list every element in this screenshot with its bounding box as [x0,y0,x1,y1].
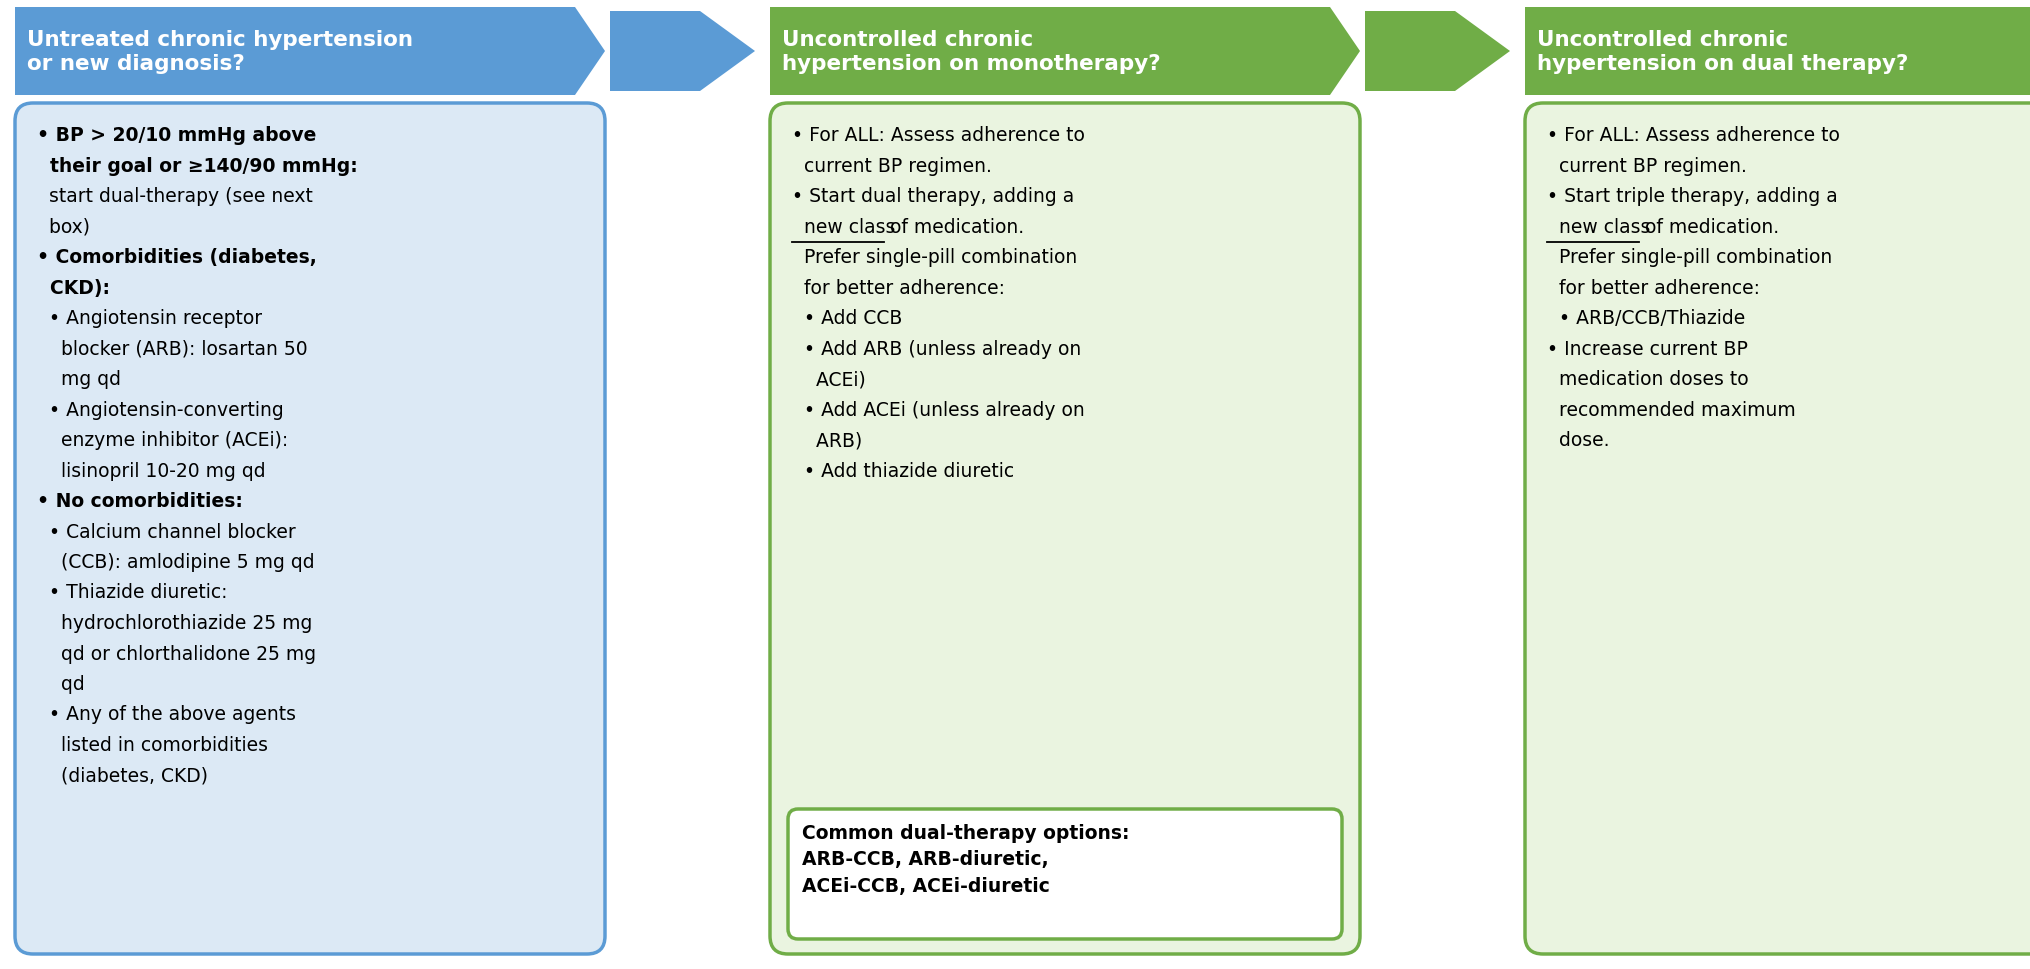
Text: • Add CCB: • Add CCB [792,309,901,328]
Text: • For ALL: Assess adherence to: • For ALL: Assess adherence to [792,126,1084,144]
Text: for better adherence:: for better adherence: [792,278,1005,297]
Polygon shape [609,12,755,92]
Text: • Angiotensin receptor: • Angiotensin receptor [37,309,262,328]
Text: Prefer single-pill combination: Prefer single-pill combination [1547,248,1831,266]
Text: CKD):: CKD): [37,278,110,297]
Text: listed in comorbidities: listed in comorbidities [37,735,268,754]
Polygon shape [769,8,1360,96]
Text: Untreated chronic hypertension
or new diagnosis?: Untreated chronic hypertension or new di… [26,30,412,74]
Text: current BP regimen.: current BP regimen. [1547,156,1746,175]
Text: • Thiazide diuretic:: • Thiazide diuretic: [37,583,227,602]
Text: • Any of the above agents: • Any of the above agents [37,704,296,724]
FancyBboxPatch shape [1525,104,2030,954]
Text: start dual-therapy (see next: start dual-therapy (see next [37,187,313,205]
Text: ARB): ARB) [792,430,863,450]
Text: • Start triple therapy, adding a: • Start triple therapy, adding a [1547,187,1837,205]
Text: new class: new class [792,217,895,236]
Text: box): box) [37,217,89,236]
Text: • Comorbidities (diabetes,: • Comorbidities (diabetes, [37,248,317,266]
Text: • Start dual therapy, adding a: • Start dual therapy, adding a [792,187,1074,205]
Text: Uncontrolled chronic
hypertension on monotherapy?: Uncontrolled chronic hypertension on mon… [782,30,1159,74]
Text: mg qd: mg qd [37,369,122,389]
Text: recommended maximum: recommended maximum [1547,400,1795,419]
Text: qd or chlorthalidone 25 mg: qd or chlorthalidone 25 mg [37,643,317,663]
Text: medication doses to: medication doses to [1547,369,1748,389]
Text: dose.: dose. [1547,430,1608,450]
Text: hydrochlorothiazide 25 mg: hydrochlorothiazide 25 mg [37,613,313,633]
Text: • ARB/CCB/Thiazide: • ARB/CCB/Thiazide [1547,309,1744,328]
Text: new class: new class [1547,217,1650,236]
Text: their goal or ≥140/90 mmHg:: their goal or ≥140/90 mmHg: [37,156,357,175]
Text: • For ALL: Assess adherence to: • For ALL: Assess adherence to [1547,126,1839,144]
Text: • Add thiazide diuretic: • Add thiazide diuretic [792,461,1013,480]
Text: • Calcium channel blocker: • Calcium channel blocker [37,522,296,541]
Text: of medication.: of medication. [883,217,1023,236]
Polygon shape [1364,12,1508,92]
Text: for better adherence:: for better adherence: [1547,278,1760,297]
Text: blocker (ARB): losartan 50: blocker (ARB): losartan 50 [37,339,307,359]
Text: • Increase current BP: • Increase current BP [1547,339,1748,359]
Text: ACEi): ACEi) [792,369,865,389]
Text: • BP > 20/10 mmHg above: • BP > 20/10 mmHg above [37,126,317,144]
Text: Common dual-therapy options:
ARB-CCB, ARB-diuretic,
ACEi-CCB, ACEi-diuretic: Common dual-therapy options: ARB-CCB, AR… [802,823,1129,895]
Text: • Add ACEi (unless already on: • Add ACEi (unless already on [792,400,1084,419]
FancyBboxPatch shape [788,809,1342,939]
Text: of medication.: of medication. [1638,217,1778,236]
Text: (diabetes, CKD): (diabetes, CKD) [37,766,207,785]
Text: lisinopril 10-20 mg qd: lisinopril 10-20 mg qd [37,461,266,480]
Text: current BP regimen.: current BP regimen. [792,156,991,175]
Polygon shape [14,8,605,96]
Text: • Add ARB (unless already on: • Add ARB (unless already on [792,339,1080,359]
Polygon shape [1525,8,2030,96]
FancyBboxPatch shape [14,104,605,954]
Text: • No comorbidities:: • No comorbidities: [37,491,244,511]
Text: Uncontrolled chronic
hypertension on dual therapy?: Uncontrolled chronic hypertension on dua… [1537,30,1908,74]
Text: (CCB): amlodipine 5 mg qd: (CCB): amlodipine 5 mg qd [37,552,315,572]
Text: • Angiotensin-converting: • Angiotensin-converting [37,400,284,419]
Text: qd: qd [37,674,85,693]
Text: enzyme inhibitor (ACEi):: enzyme inhibitor (ACEi): [37,430,288,450]
Text: Prefer single-pill combination: Prefer single-pill combination [792,248,1076,266]
FancyBboxPatch shape [769,104,1360,954]
